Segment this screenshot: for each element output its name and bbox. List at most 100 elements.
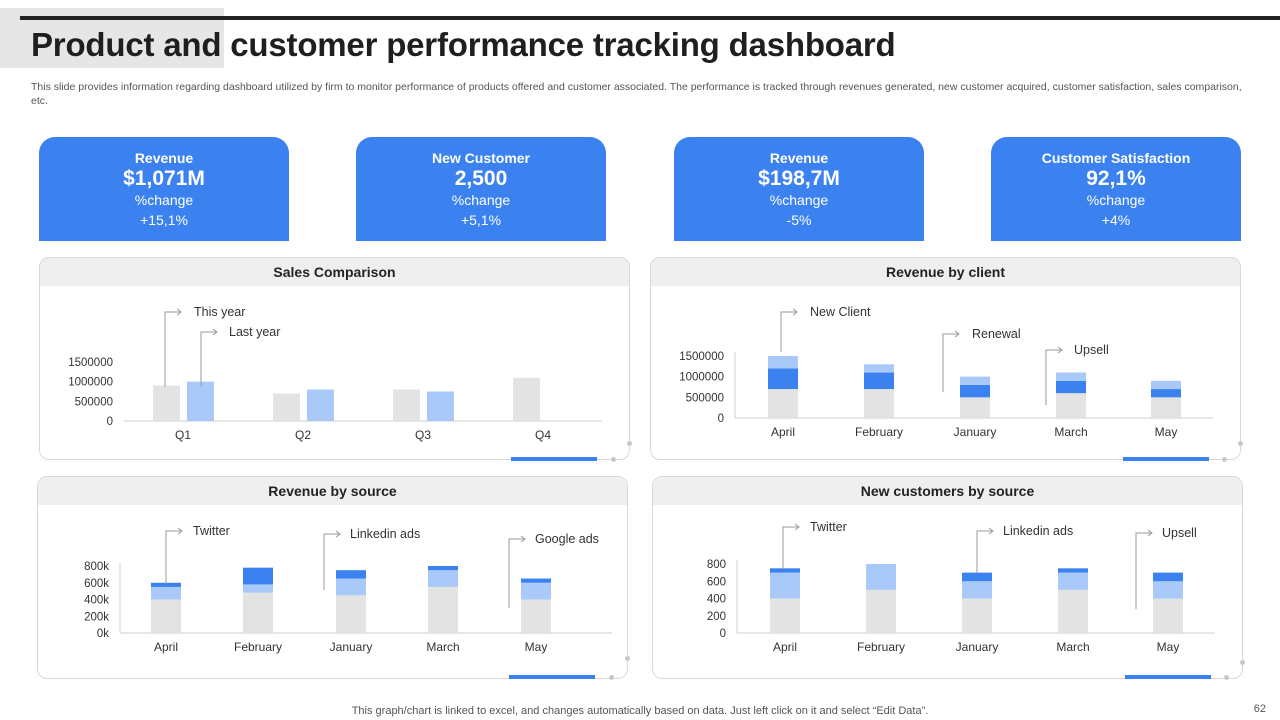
stacked-bar-segment — [1056, 380, 1086, 394]
callout-label: Linkedin ads — [350, 527, 420, 541]
y-tick-label: 1000000 — [679, 372, 724, 384]
stacked-bar-segment — [336, 578, 366, 596]
stacked-bar-segment — [521, 599, 551, 633]
x-tick-label: Q3 — [415, 428, 431, 442]
stacked-bar-segment — [1151, 380, 1181, 390]
callout-label: Renewal — [972, 327, 1021, 341]
page-description: This slide provides information regardin… — [31, 81, 1242, 107]
x-tick-label: Q1 — [175, 428, 191, 442]
x-tick-label: April — [771, 425, 795, 439]
callout-label: Google ads — [535, 532, 599, 546]
callout-label: Upsell — [1162, 526, 1197, 540]
callout-arrow — [335, 530, 341, 538]
sales-comparison-chart: 0 500000 1000000 1500000 Q1 Q2 Q3 Q4 This year La… — [68, 305, 602, 442]
stacked-bar-segment — [960, 376, 990, 385]
x-tick-label: January — [954, 425, 997, 439]
stacked-bar-segment — [864, 364, 894, 373]
stacked-bar-segment — [1153, 581, 1183, 599]
callout-line — [1045, 349, 1062, 405]
x-tick-label: March — [1056, 640, 1089, 654]
callout-arrow — [177, 527, 183, 535]
stacked-bar-segment — [768, 356, 798, 369]
panel-sales-comparison: Sales Comparison 0 500000 1000000 1500000 Q1… — [39, 257, 630, 460]
x-tick-label: May — [1155, 425, 1178, 439]
bar — [513, 377, 540, 421]
panel-revenue-by-source: Revenue by source 0k 200k 400k 600k 800k Apri… — [37, 476, 628, 679]
y-tick-label: 0 — [720, 628, 726, 640]
kpi-card-customer-satisfaction: Customer Satisfaction 92,1% %change +4% — [991, 137, 1241, 241]
stacked-bar-segment — [243, 567, 273, 585]
y-tick-label: 600k — [84, 578, 109, 590]
y-tick-label: 500000 — [686, 392, 724, 404]
callout-arrow — [794, 523, 800, 531]
callout-label: Upsell — [1074, 343, 1109, 357]
kpi-sub: %change — [1086, 192, 1146, 208]
panel-dot — [1238, 441, 1243, 446]
kpi-value: 92,1% — [1086, 167, 1146, 190]
x-tick-label: February — [857, 640, 905, 654]
panel-revenue-by-client: Revenue by client 0 500000 1000000 1500000 A… — [650, 257, 1241, 460]
stacked-bar-segment — [1058, 589, 1088, 633]
panel-dot — [625, 656, 630, 661]
panel-accent-line — [509, 675, 595, 679]
kpi-card-revenue: Revenue $1,071M %change +15,1% — [39, 137, 289, 241]
kpi-sub: %change — [769, 192, 829, 208]
stacked-bar-segment — [864, 389, 894, 418]
stacked-bar-segment — [243, 584, 273, 593]
stacked-bar-segment — [1056, 372, 1086, 381]
panel-dot — [1224, 675, 1229, 680]
y-tick-label: 800k — [84, 561, 109, 573]
kpi-change: +15,1% — [140, 212, 188, 228]
x-tick-label: May — [1157, 640, 1180, 654]
stacked-bar-segment — [768, 368, 798, 390]
x-tick-label: February — [855, 425, 903, 439]
kpi-label: Revenue — [134, 150, 194, 166]
kpi-sub: %change — [134, 192, 194, 208]
panel-dot — [609, 675, 614, 680]
callout-label: Last year — [229, 325, 280, 339]
callout-arrow — [792, 308, 798, 316]
panel-title: Sales Comparison — [40, 258, 629, 286]
panel-title: Revenue by source — [38, 477, 627, 505]
kpi-change: +4% — [1101, 212, 1131, 228]
bar — [307, 389, 334, 421]
revenue-by-client-chart: 0 500000 1000000 1500000 April February Januar… — [679, 305, 1213, 439]
callout-arrow — [176, 308, 182, 316]
stacked-bar-segment — [1151, 389, 1181, 398]
revenue-by-source-chart: 0k 200k 400k 600k 800k April February January Ma… — [84, 524, 612, 654]
stacked-bar-segment — [1151, 397, 1181, 418]
callout-line — [323, 533, 340, 590]
kpi-card-new-customer: New Customer 2,500 %change +5,1% — [356, 137, 606, 241]
panel-accent-line — [1125, 675, 1211, 679]
y-tick-label: 1500000 — [68, 357, 113, 369]
x-tick-label: January — [330, 640, 373, 654]
callout-line — [164, 311, 181, 387]
callout-line — [1135, 532, 1152, 609]
callout-label: Linkedin ads — [1003, 524, 1073, 538]
title-rule — [20, 16, 1280, 20]
x-tick-label: March — [426, 640, 459, 654]
stacked-bar-segment — [962, 598, 992, 633]
y-tick-label: 0 — [718, 413, 724, 425]
callout-label: Twitter — [193, 524, 230, 538]
callout-line — [976, 530, 993, 573]
stacked-bar-segment — [1153, 598, 1183, 633]
stacked-bar-segment — [1058, 572, 1088, 590]
kpi-label: Customer Satisfaction — [1041, 150, 1191, 166]
panel-accent-line — [511, 457, 597, 461]
callout-line — [942, 333, 959, 392]
callout-label: New Client — [810, 305, 871, 319]
x-tick-label: February — [234, 640, 282, 654]
panel-dot — [611, 457, 616, 462]
callout-label: This year — [194, 305, 245, 319]
panel-dot — [1222, 457, 1227, 462]
stacked-bar-segment — [770, 598, 800, 633]
stacked-bar-segment — [960, 397, 990, 418]
callout-line — [780, 311, 797, 352]
stacked-bar-segment — [428, 586, 458, 633]
kpi-value: $198,7M — [758, 167, 840, 190]
y-tick-label: 1500000 — [679, 351, 724, 363]
kpi-value: 2,500 — [454, 167, 508, 190]
callout-line — [200, 331, 217, 387]
new-customers-by-source-chart: 0 200 400 600 800 April February January March Ma… — [707, 520, 1215, 654]
